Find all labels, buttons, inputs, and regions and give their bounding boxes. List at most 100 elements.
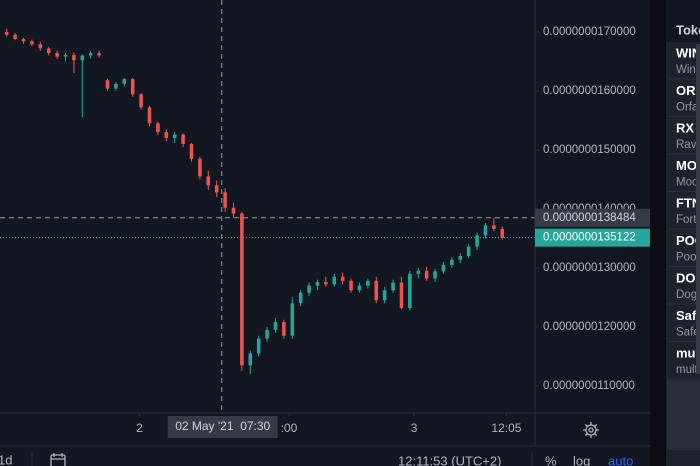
candle-body xyxy=(105,80,110,89)
crosshair-time-label: 02 May '21 07:30 xyxy=(175,419,270,433)
watchlist-symbol: WIN xyxy=(676,45,700,60)
watchlist-symbol: Safe xyxy=(676,308,700,323)
candle-body xyxy=(340,276,345,281)
watchlist-name: Rave xyxy=(676,139,700,151)
candle-body xyxy=(164,132,169,139)
watchlist-name: Moo xyxy=(676,177,698,189)
candle-body xyxy=(63,54,68,57)
watchlist-row[interactable] xyxy=(667,117,700,154)
watchlist-symbol: DOG xyxy=(676,270,700,285)
last-price-label: 0.0000000135122 xyxy=(543,232,636,244)
watchlist-name: mult xyxy=(676,364,699,376)
calendar-lines xyxy=(51,453,65,460)
watchlist-rows: WIN Wind ORF Orfa RX Rave MO Moo FTN Fort POC Poot D… xyxy=(667,42,700,380)
candle-body xyxy=(189,143,194,159)
last-price-label-bg xyxy=(535,228,650,247)
watchlist-name: Orfa xyxy=(676,102,699,114)
candle-body xyxy=(147,107,152,124)
watchlist-symbol: RX xyxy=(676,120,694,135)
watchlist-row[interactable] xyxy=(667,79,700,117)
candle-body xyxy=(492,225,496,229)
candle-body xyxy=(38,44,43,49)
x-tick-label: 2 xyxy=(136,421,143,435)
watchlist-row[interactable] xyxy=(667,42,700,79)
clock: 12:11:53 (UTC+2) xyxy=(398,453,501,466)
candle-body xyxy=(500,228,505,238)
candle-body xyxy=(458,256,463,260)
candle-body xyxy=(357,285,362,291)
candle-body xyxy=(433,271,437,279)
candle-body xyxy=(172,134,177,139)
crosshair-time-bg xyxy=(167,416,278,438)
y-tick-label: 0.0000000130000 xyxy=(543,262,636,274)
watchlist-name: Poot xyxy=(676,252,700,264)
watchlist-name: Safe xyxy=(676,327,700,339)
x-tick-label: :00 xyxy=(281,421,298,435)
candle-body xyxy=(240,213,244,366)
auto-button[interactable]: auto xyxy=(608,453,633,466)
candle-body xyxy=(349,280,353,291)
watchlist-footer xyxy=(667,380,700,450)
percent-button[interactable]: % xyxy=(545,453,557,466)
candle-body xyxy=(80,55,85,61)
candle-body xyxy=(298,292,303,304)
settings-gear[interactable] xyxy=(583,422,599,438)
watchlist-row[interactable] xyxy=(667,304,700,342)
y-tick-label: 0.0000000160000 xyxy=(543,85,636,97)
watchlist-row[interactable] xyxy=(667,229,700,267)
candle-body xyxy=(483,225,488,236)
candle-body xyxy=(114,83,118,89)
candle-body xyxy=(366,280,370,286)
date-range-icon[interactable] xyxy=(50,453,66,466)
plot-area xyxy=(0,0,535,413)
watchlist-row[interactable] xyxy=(667,192,700,229)
watchlist-row[interactable] xyxy=(667,342,700,379)
interval-button[interactable]: 1d xyxy=(0,452,12,466)
candle-body xyxy=(231,207,236,214)
candle-body xyxy=(265,329,269,339)
watchlist-symbol: POC xyxy=(676,233,700,248)
candle-body xyxy=(324,282,328,285)
x-tick-label: 12:05 xyxy=(491,421,521,435)
candle-body xyxy=(273,322,278,330)
candle-body xyxy=(122,79,127,84)
candle-body xyxy=(130,79,135,95)
candle-body xyxy=(399,282,404,308)
calendar-icon xyxy=(50,454,66,466)
scrollbar xyxy=(696,44,700,374)
candle-body xyxy=(374,280,379,301)
candle-body xyxy=(181,134,185,144)
candle-body xyxy=(408,273,412,308)
watchlist-symbol: MO xyxy=(676,158,697,173)
y-tick-label: 0.0000000110000 xyxy=(543,380,635,392)
candle-body xyxy=(307,285,311,293)
candle-body xyxy=(46,48,51,54)
candle-body xyxy=(282,322,286,336)
candle-body xyxy=(72,54,76,61)
crosshair-price-bg xyxy=(535,208,650,227)
log-button[interactable]: log xyxy=(573,453,590,466)
watchlist-row[interactable] xyxy=(667,267,700,304)
candle-body xyxy=(214,185,219,193)
candle-body xyxy=(466,246,471,257)
watchlist-symbol: ORF xyxy=(676,83,700,98)
candle-body xyxy=(382,290,387,301)
candle-body xyxy=(156,123,160,133)
candle-body xyxy=(416,270,421,274)
candle-body xyxy=(206,176,211,186)
y-tick-label: 0.0000000170000 xyxy=(543,26,636,38)
y-tick-label: 0.0000000120000 xyxy=(543,321,636,333)
candle-body xyxy=(30,41,34,45)
candle-body xyxy=(139,94,143,108)
candle-body xyxy=(88,53,93,56)
x-tick-label: 3 xyxy=(411,421,418,435)
candle-body xyxy=(248,353,253,366)
candle-body xyxy=(441,264,446,272)
candle-body xyxy=(13,34,17,39)
watchlist-row[interactable] xyxy=(667,154,700,192)
candle-body xyxy=(97,53,101,56)
y-tick-label: 0.0000000150000 xyxy=(543,144,636,156)
watchlist-header-bg xyxy=(666,0,700,42)
gear-teeth xyxy=(583,422,599,438)
